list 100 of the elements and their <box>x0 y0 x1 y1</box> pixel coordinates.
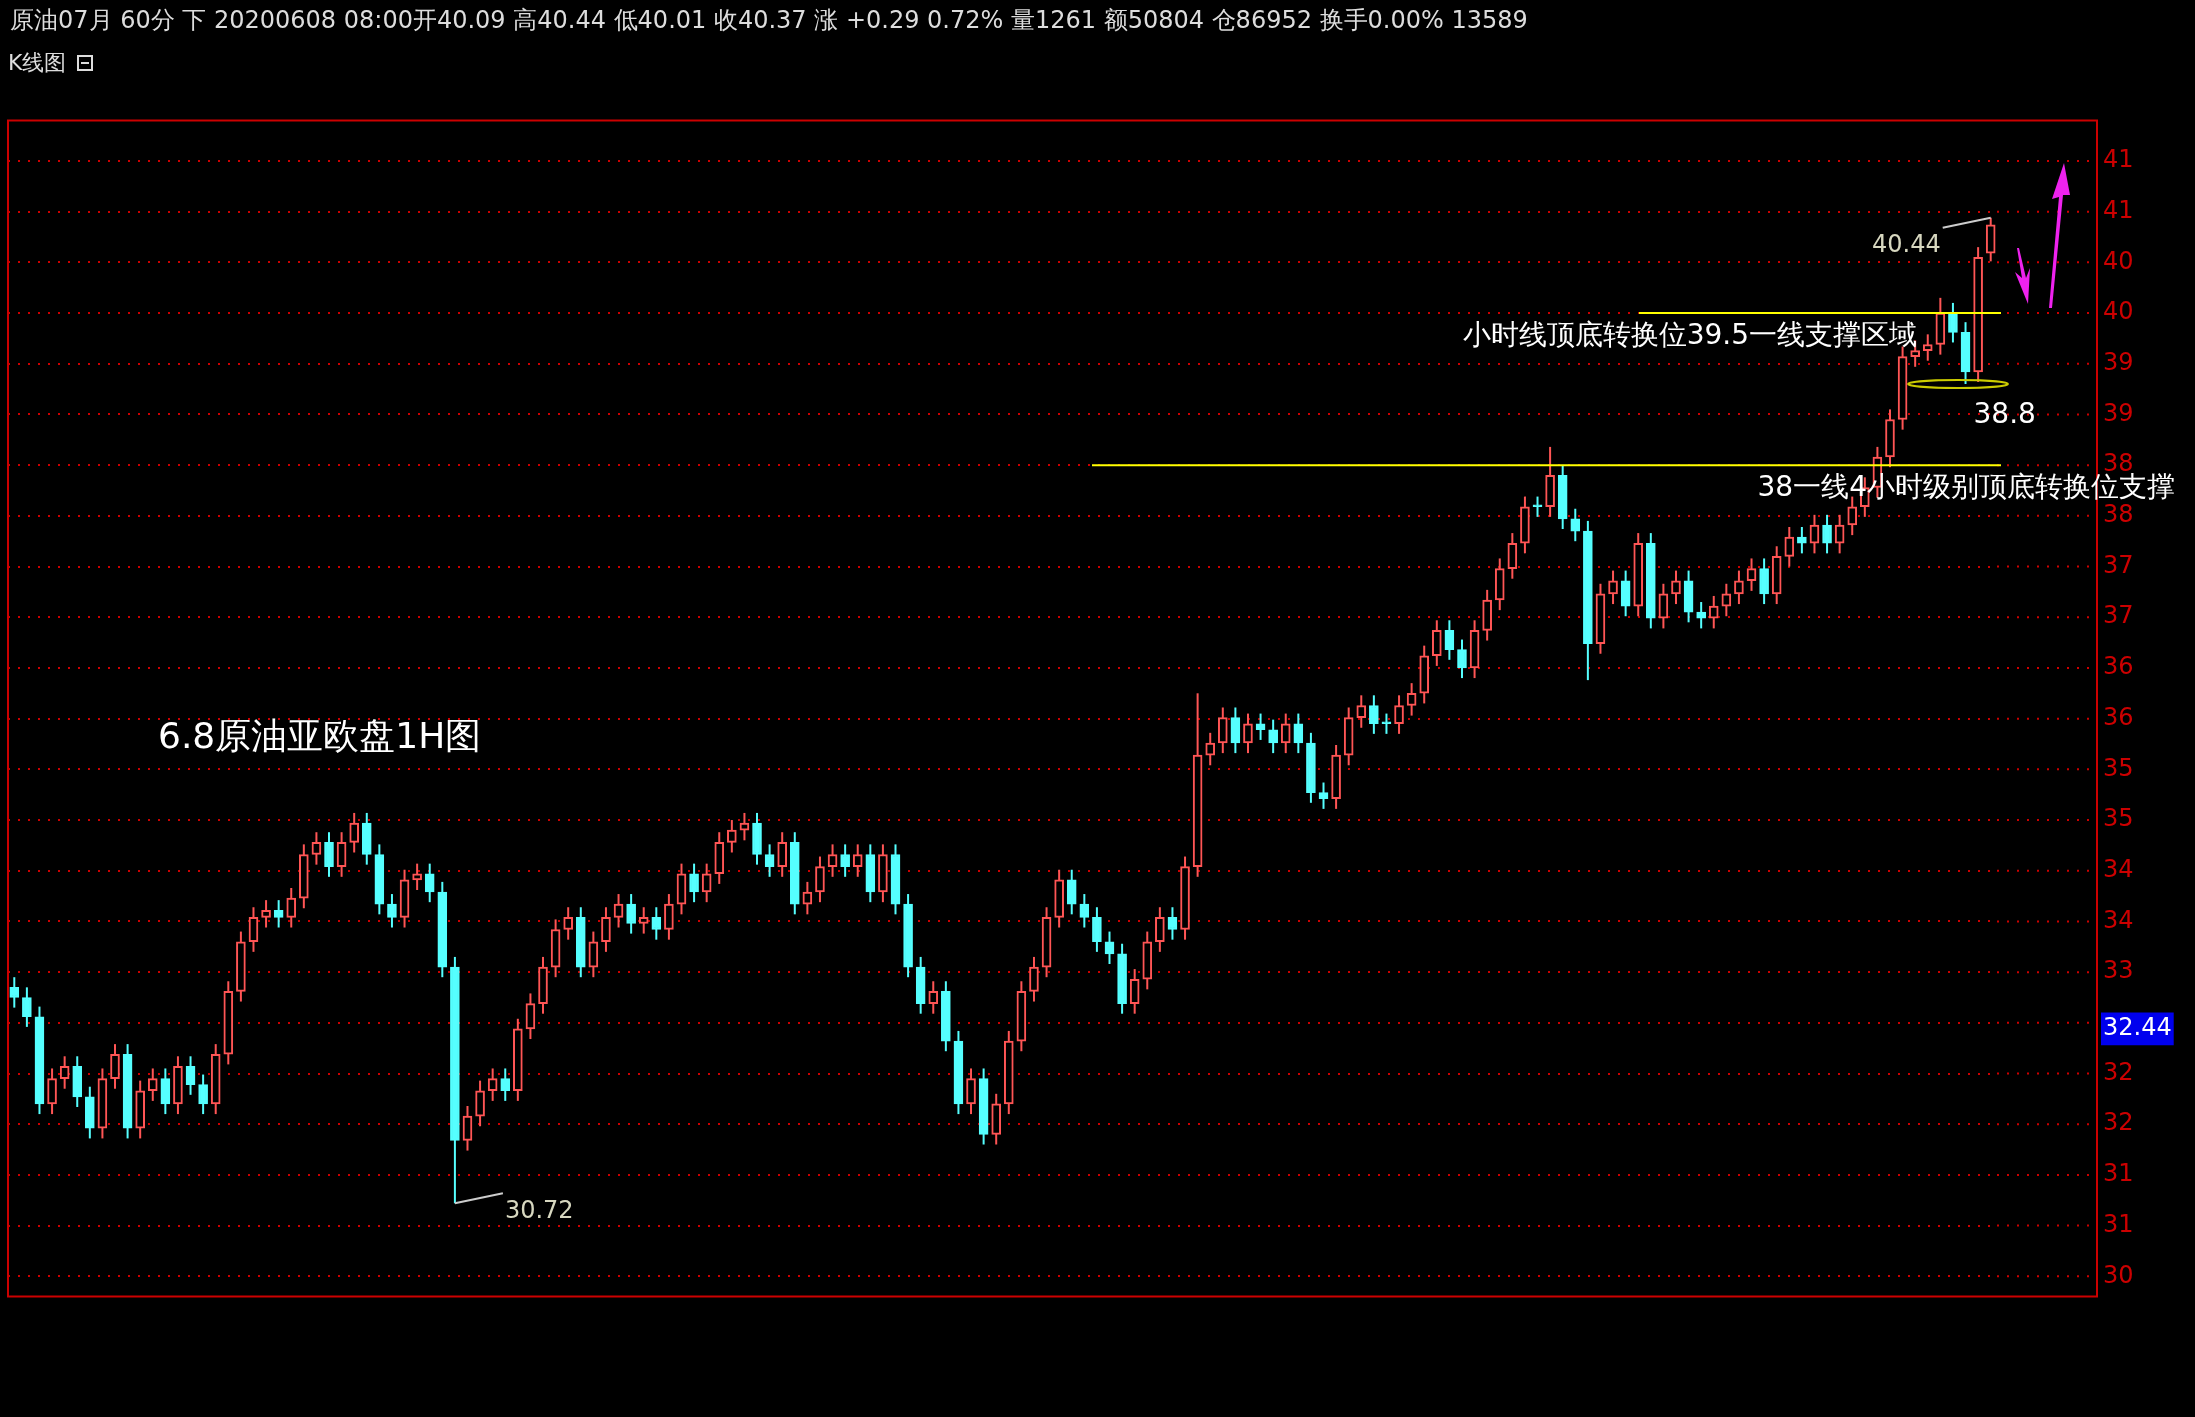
candlestick <box>9 976 20 1009</box>
candlestick <box>1280 712 1291 755</box>
candlestick <box>311 831 322 866</box>
candlestick <box>1369 694 1379 735</box>
candlestick <box>59 1055 70 1090</box>
candlestick <box>1029 955 1039 1003</box>
candlestick <box>1255 712 1266 741</box>
candlestick <box>852 843 863 878</box>
candlestick <box>802 880 813 916</box>
y-tick-label: 39 <box>2103 398 2134 427</box>
candlestick <box>638 906 649 935</box>
candlestick <box>1155 906 1165 953</box>
candlestick <box>273 899 284 929</box>
candlestick <box>626 893 636 935</box>
candlestick <box>928 980 939 1015</box>
candlestick <box>198 1073 208 1116</box>
candlestick <box>1948 301 1958 344</box>
y-tick-label: 38 <box>2103 500 2134 529</box>
candlestick <box>827 843 838 878</box>
candlestick <box>563 906 574 941</box>
candlestick <box>349 811 360 854</box>
candlestick <box>1079 893 1090 929</box>
y-tick-label: 32 <box>2103 1057 2134 1086</box>
candlestick <box>1746 557 1757 592</box>
candlestick <box>487 1067 498 1102</box>
y-tick-label: 36 <box>2103 702 2134 731</box>
candlestick <box>147 1067 158 1102</box>
candlestick <box>1217 706 1228 755</box>
candlestick <box>1759 557 1769 606</box>
y-tick-label: 32 <box>2103 1108 2134 1137</box>
candlestick <box>1847 495 1858 537</box>
candlestick <box>110 1043 120 1090</box>
candlestick <box>966 1067 976 1116</box>
candlestick <box>840 843 850 878</box>
y-tick-label: 39 <box>2103 347 2134 376</box>
candlestick <box>651 906 662 941</box>
annotation: 30.72 <box>504 1195 574 1224</box>
candlestick <box>1671 569 1681 606</box>
candlestick <box>1822 513 1832 555</box>
candlestick <box>1696 601 1706 630</box>
candlestick <box>1922 333 1933 362</box>
candlestick <box>1205 731 1216 767</box>
candlestick <box>1318 781 1329 810</box>
candlestick <box>1532 495 1543 518</box>
candlestick <box>1356 694 1367 729</box>
y-tick-label: 31 <box>2103 1159 2134 1188</box>
candlestick <box>261 899 271 929</box>
y-tick-label: 37 <box>2103 601 2134 630</box>
candlestick <box>1570 507 1581 543</box>
candlestick <box>1734 569 1744 606</box>
chart-subtitle: 原油07月 60分 下 20200608 08:00开40.09 高40.44 低40.01 收40.37 涨 +0.29 0.72% 量1261 额50804 仓86952 换手0.00% 13589 <box>10 5 1528 36</box>
y-tick-label: 41 <box>2103 195 2134 224</box>
candlestick <box>500 1067 511 1102</box>
candlestick <box>412 862 422 891</box>
candlestick <box>777 831 788 878</box>
candlestick <box>764 843 775 878</box>
annotation: 38.8 <box>1973 397 2036 431</box>
candlestick <box>1092 906 1102 953</box>
y-tick-label: 37 <box>2103 550 2134 579</box>
candlestick <box>727 819 737 854</box>
candlestick <box>1608 569 1618 606</box>
candlestick <box>1167 906 1178 941</box>
y-tick-label: 34 <box>2103 905 2134 934</box>
candlestick <box>1708 594 1719 630</box>
candlestick <box>664 893 674 941</box>
candlestick <box>324 831 334 878</box>
candlestick <box>1431 619 1442 667</box>
y-tick-label: 35 <box>2103 753 2134 782</box>
candlestick <box>601 906 611 953</box>
candlestick <box>1406 682 1417 717</box>
ref-line-label: 小时线顶底转换位39.5一线支撑区域 <box>1462 318 1917 352</box>
candlestick <box>1381 712 1392 735</box>
candlestick <box>1129 968 1140 1015</box>
candlestick <box>475 1079 485 1128</box>
y-tick-label: 31 <box>2103 1209 2134 1238</box>
candlestick <box>22 986 32 1028</box>
y-tick-label: 33 <box>2103 956 2134 985</box>
y-tick-label: 40 <box>2103 246 2134 275</box>
text: K线图 <box>8 49 68 77</box>
candlestick <box>1784 526 1795 568</box>
y-tick-label: 41 <box>2103 145 2134 174</box>
y-tick-label: 34 <box>2103 854 2134 883</box>
candlestick <box>387 893 397 929</box>
candlestick <box>815 855 825 904</box>
y-tick-label: 35 <box>2103 804 2134 833</box>
candlestick <box>739 811 750 842</box>
candlestick <box>1457 638 1467 680</box>
annotation: 40.44 <box>1871 229 1941 258</box>
candlestick <box>424 862 435 904</box>
candlestick <box>1104 930 1115 966</box>
text: 6.8原油亚欧盘1H图 <box>158 715 482 757</box>
candlestick <box>1797 526 1807 555</box>
y-tick-label: 36 <box>2103 652 2134 681</box>
y-tick-label: 32.44 <box>2103 1013 2172 1042</box>
y-tick-label: 30 <box>2103 1260 2134 1289</box>
candlestick <box>1066 868 1077 916</box>
candlestick <box>47 1067 57 1116</box>
candlestick <box>689 862 699 904</box>
candlestick <box>1268 718 1278 755</box>
candlestick <box>1394 694 1404 735</box>
